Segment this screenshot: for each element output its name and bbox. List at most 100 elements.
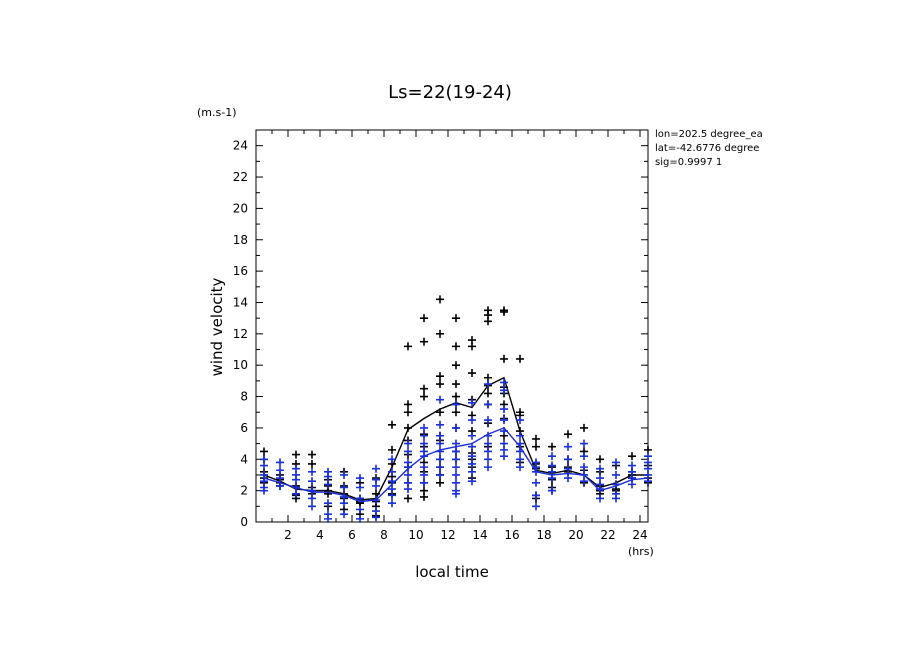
data-point-black: [420, 314, 428, 323]
data-point-blue: [516, 455, 524, 464]
data-point-black: [308, 450, 316, 459]
data-point-blue: [612, 458, 620, 467]
data-point-blue: [452, 463, 460, 472]
data-point-blue: [404, 439, 412, 448]
y-tick-label: 24: [233, 139, 248, 153]
data-point-blue: [468, 416, 476, 425]
data-point-black: [420, 392, 428, 401]
data-point-blue: [596, 464, 604, 473]
data-point-blue: [324, 514, 332, 523]
data-point-blue: [436, 439, 444, 448]
data-point-blue: [500, 378, 508, 387]
data-point-blue: [484, 447, 492, 456]
data-point-black: [388, 445, 396, 454]
data-point-blue: [468, 431, 476, 440]
data-point-blue: [324, 499, 332, 508]
data-point-black: [628, 452, 636, 461]
data-point-black: [452, 361, 460, 370]
data-point-blue: [580, 452, 588, 461]
data-point-black: [532, 434, 540, 443]
data-point-black: [468, 369, 476, 378]
data-point-black: [420, 384, 428, 393]
data-point-blue: [308, 494, 316, 503]
data-point-blue: [420, 423, 428, 432]
data-point-blue: [340, 483, 348, 492]
data-point-blue: [468, 398, 476, 407]
data-point-blue: [628, 480, 636, 489]
data-point-blue: [500, 386, 508, 395]
plot-frame: [255, 129, 649, 523]
data-point-blue: [372, 481, 380, 490]
data-point-black: [532, 442, 540, 451]
data-point-blue: [452, 455, 460, 464]
data-point-blue: [276, 466, 284, 475]
data-point-blue: [388, 491, 396, 500]
data-point-blue: [484, 455, 492, 464]
data-point-blue: [324, 480, 332, 489]
y-tick-label: 22: [233, 170, 248, 184]
y-tick-label: 2: [240, 484, 248, 498]
data-point-blue: [564, 474, 572, 483]
data-point-black: [420, 337, 428, 346]
data-point-black: [452, 392, 460, 401]
data-point-blue: [468, 459, 476, 468]
data-point-blue: [308, 502, 316, 511]
data-point-blue: [260, 461, 268, 470]
data-point-blue: [420, 470, 428, 479]
data-point-blue: [500, 416, 508, 425]
data-point-blue: [580, 439, 588, 448]
y-tick-label: 14: [233, 295, 248, 309]
data-point-blue: [436, 431, 444, 440]
data-point-black: [500, 307, 508, 316]
data-point-blue: [452, 423, 460, 432]
info-block: lon=202.5 degree_ea lat=-42.6776 degree …: [655, 129, 763, 168]
data-point-blue: [516, 463, 524, 472]
y-tick-label: 6: [240, 421, 248, 435]
y-tick-label: 8: [240, 390, 248, 404]
series-blue: [260, 378, 652, 523]
data-point-black: [260, 447, 268, 456]
data-point-blue: [388, 499, 396, 508]
x-tick-label: 12: [440, 528, 455, 542]
data-point-blue: [436, 395, 444, 404]
data-point-blue: [356, 514, 364, 523]
x-tick-label: 14: [472, 528, 487, 542]
data-point-blue: [420, 478, 428, 487]
data-point-blue: [388, 467, 396, 476]
data-point-blue: [436, 470, 444, 479]
data-point-blue: [436, 420, 444, 429]
y-tick-label: 10: [233, 358, 248, 372]
data-point-black: [404, 342, 412, 351]
data-point-blue: [532, 502, 540, 511]
data-point-black: [404, 400, 412, 409]
data-point-black: [436, 380, 444, 389]
data-point-black: [500, 354, 508, 363]
data-point-blue: [596, 494, 604, 503]
y-axis-title: wind velocity: [208, 277, 226, 376]
data-point-black: [308, 459, 316, 468]
data-point-blue: [308, 486, 316, 495]
data-point-blue: [452, 447, 460, 456]
x-unit-label: (hrs): [628, 545, 654, 558]
x-tick-label: 2: [284, 528, 292, 542]
data-point-blue: [500, 452, 508, 461]
x-tick-label: 8: [380, 528, 388, 542]
data-point-blue: [308, 477, 316, 486]
data-point-blue: [276, 474, 284, 483]
data-point-black: [596, 455, 604, 464]
data-point-blue: [404, 470, 412, 479]
data-point-blue: [404, 447, 412, 456]
data-point-blue: [484, 416, 492, 425]
x-axis-title: local time: [415, 563, 489, 581]
data-point-blue: [532, 491, 540, 500]
x-tick-label: 18: [536, 528, 551, 542]
y-tick-label: 12: [233, 327, 248, 341]
data-point-blue: [516, 431, 524, 440]
data-point-blue: [308, 467, 316, 476]
info-latitude: lat=-42.6776 degree: [655, 143, 759, 154]
x-tick-label: 6: [348, 528, 356, 542]
data-point-blue: [564, 464, 572, 473]
data-point-blue: [324, 472, 332, 481]
data-point-blue: [356, 505, 364, 514]
